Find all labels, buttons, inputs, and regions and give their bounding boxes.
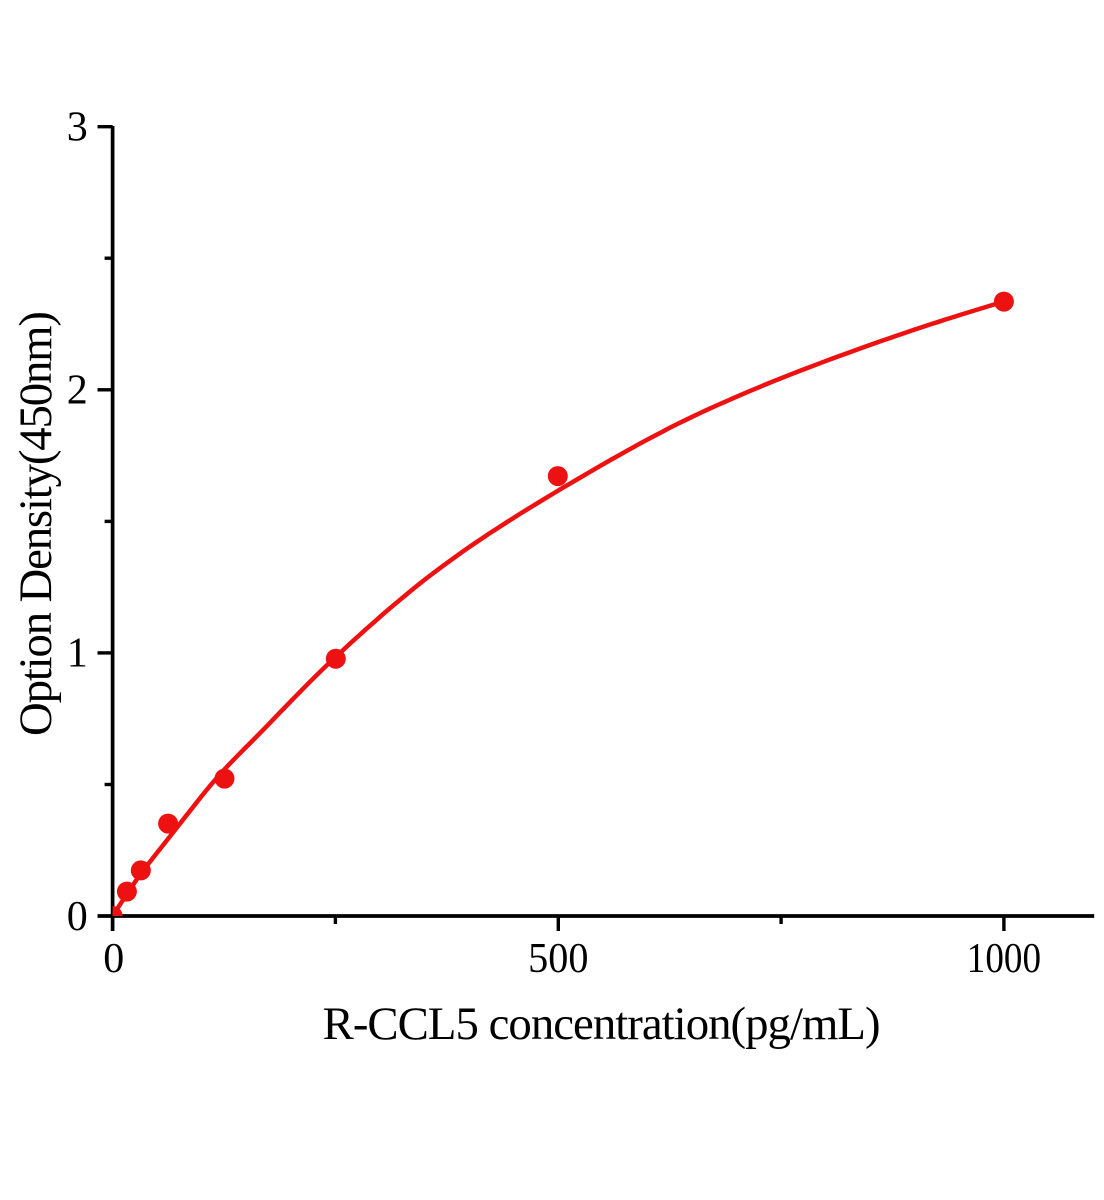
svg-text:Option Density(450nm): Option Density(450nm): [10, 311, 62, 736]
svg-text:1000: 1000: [967, 936, 1041, 982]
svg-text:0: 0: [103, 936, 124, 982]
svg-text:1: 1: [67, 631, 88, 677]
svg-text:2: 2: [67, 368, 88, 414]
svg-text:0: 0: [67, 894, 88, 940]
svg-text:3: 3: [67, 105, 88, 151]
svg-text:500: 500: [528, 936, 588, 982]
svg-text:R-CCL5 concentration(pg/mL): R-CCL5 concentration(pg/mL): [323, 998, 881, 1050]
